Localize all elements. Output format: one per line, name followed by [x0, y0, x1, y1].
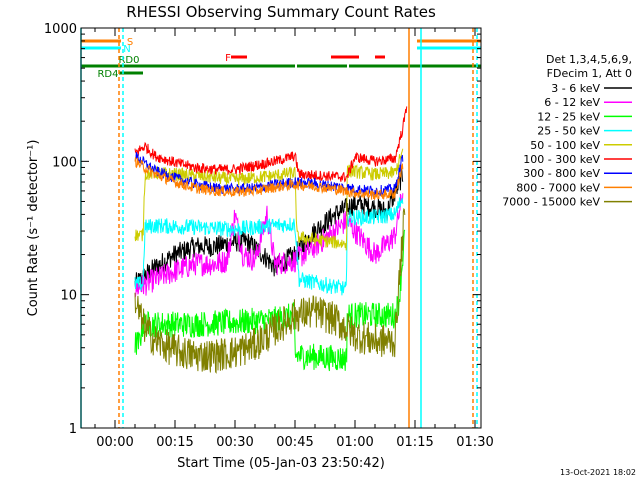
- y-tick-label: 1: [69, 422, 77, 437]
- x-tick-label: 01:00: [336, 435, 373, 450]
- y-axis-label: Count Rate (s⁻¹ detector⁻¹): [26, 140, 41, 317]
- series-line-300-800-kev: [134, 151, 404, 197]
- flag-label-s: S: [127, 37, 133, 48]
- x-tick-label: 00:30: [216, 435, 253, 450]
- timestamp: 13-Oct-2021 18:02: [560, 468, 636, 477]
- chart-title: RHESSI Observing Summary Count Rates: [126, 3, 436, 21]
- flag-label-rd4: RD4: [97, 69, 118, 80]
- legend-header-line-1: Det 1,3,4,5,6,9,: [546, 53, 632, 66]
- x-axis-label: Start Time (05-Jan-03 23:50:42): [177, 456, 385, 471]
- x-tick-label: 00:45: [276, 435, 313, 450]
- y-tick-label: 10: [60, 289, 77, 304]
- series-line-25-50-kev: [134, 197, 404, 296]
- legend-label-12-25-kev: 12 - 25 keV: [537, 110, 600, 123]
- x-tick-label: 01:15: [396, 435, 433, 450]
- x-tick-label: 00:00: [96, 435, 133, 450]
- legend-label-3-6-kev: 3 - 6 keV: [551, 82, 600, 95]
- x-tick-label: 00:15: [156, 435, 193, 450]
- series-line-50-100-kev: [134, 148, 404, 251]
- flag-label-f: F: [225, 53, 231, 64]
- legend-header-line-2: FDecim 1, Att 0: [547, 67, 632, 80]
- flag-label-n: N: [123, 44, 130, 55]
- y-tick-label: 1000: [44, 22, 77, 37]
- legend-label-800-7000-kev: 800 - 7000 keV: [516, 181, 600, 194]
- legend-label-25-50-kev: 25 - 50 keV: [537, 125, 600, 138]
- series-line-3-6-kev: [134, 167, 404, 289]
- x-tick-label: 01:30: [456, 435, 493, 450]
- series-line-6-12-kev: [134, 193, 404, 298]
- legend-label-100-300-kev: 100 - 300 keV: [523, 153, 600, 166]
- legend-label-7000-15000-kev: 7000 - 15000 keV: [502, 196, 600, 209]
- series-line-7000-15000-kev: [134, 207, 406, 374]
- legend-label-50-100-kev: 50 - 100 keV: [530, 139, 600, 152]
- x-axis: 00:00 00:15 00:30 00:45 01:00 01:15 01:30: [94, 28, 494, 450]
- series-line-100-300-kev: [134, 106, 408, 183]
- y-tick-label: 100: [52, 155, 77, 170]
- plot-frame: [80, 27, 482, 429]
- legend-label-6-12-kev: 6 - 12 keV: [544, 96, 600, 109]
- legend-label-300-800-kev: 300 - 800 keV: [523, 167, 600, 180]
- series-line-12-25-kev: [134, 229, 406, 372]
- series-line-800-7000-kev: [134, 157, 404, 200]
- y-axis: 1 10 100 1000: [44, 22, 481, 437]
- flag-label-rd0: RD0: [118, 55, 139, 66]
- series-group: [134, 106, 408, 374]
